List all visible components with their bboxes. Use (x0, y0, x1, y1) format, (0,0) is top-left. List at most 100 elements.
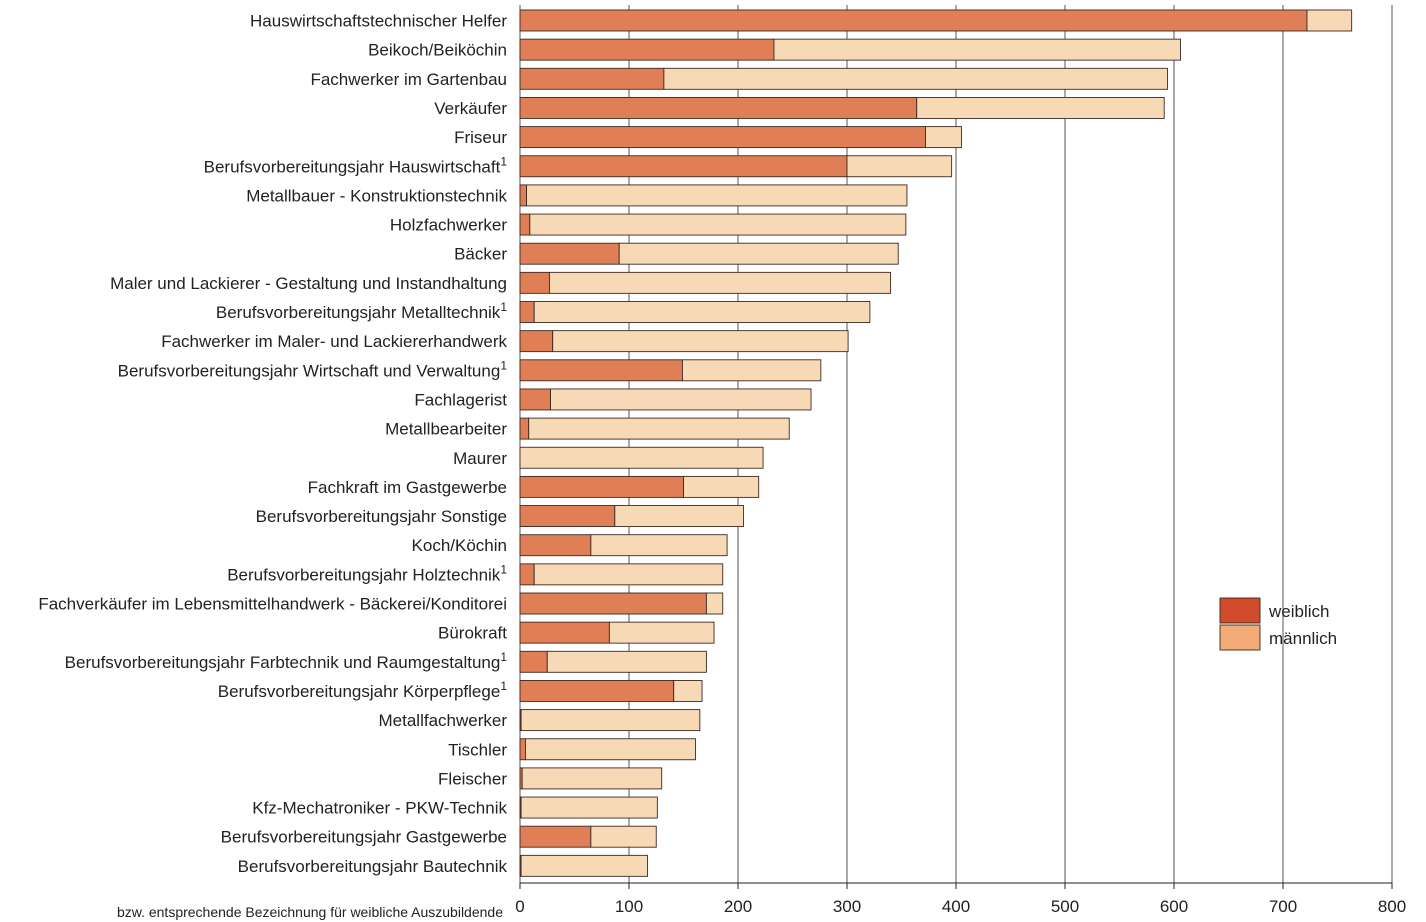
bar-weiblich (519, 738, 526, 761)
category-name: Fachverkäufer im Lebensmittelhandwerk - … (38, 595, 507, 614)
category-label: Fleischer (438, 769, 507, 788)
category-name: Fachwerker im Maler- und Lackiererhandwe… (161, 332, 507, 351)
bar-maennlich (618, 242, 899, 265)
category-name: Fachwerker im Gartenbau (310, 70, 507, 89)
bar-maennlich (533, 563, 724, 586)
category-label: Verkäufer (434, 99, 507, 118)
bar-maennlich (590, 534, 728, 557)
bar-maennlich (681, 359, 822, 382)
category-label: Kfz-Mechatroniker - PKW-Technik (252, 799, 507, 818)
bar-weiblich (519, 330, 554, 353)
footnote-marker: 1 (500, 650, 507, 664)
bar-maennlich (528, 417, 790, 440)
category-label: Metallfachwerker (379, 711, 508, 730)
legend: weiblich männlich (1219, 597, 1337, 651)
bar-maennlich (608, 621, 715, 644)
legend-label: männlich (1269, 629, 1337, 648)
bar-weiblich (519, 563, 535, 586)
category-label: Berufsvorbereitungsjahr Hauswirtschaft1 (204, 154, 508, 176)
bar-weiblich (519, 475, 684, 498)
x-tick-label: 500 (1051, 897, 1079, 916)
bar-weiblich (519, 184, 527, 207)
category-name: Bäcker (454, 245, 507, 264)
category-label: Fachverkäufer im Lebensmittelhandwerk - … (38, 595, 507, 614)
bar-maennlich (925, 126, 962, 149)
bar-weiblich (519, 650, 548, 673)
category-label: Maurer (453, 449, 507, 468)
category-label: Bürokraft (438, 624, 507, 643)
category-label: Koch/Köchin (412, 536, 507, 555)
category-label: Tischler (448, 740, 507, 759)
x-tick-label: 100 (615, 897, 643, 916)
category-labels: Hauswirtschaftstechnischer Helfer Beikoch… (38, 12, 507, 876)
category-label: Berufsvorbereitungsjahr Gastgewerbe (221, 828, 507, 847)
bar-maennlich (548, 271, 892, 294)
gridlines (519, 5, 1393, 883)
category-name: Hauswirtschaftstechnischer Helfer (250, 12, 507, 31)
category-name: Beikoch/Beiköchin (368, 41, 507, 60)
category-label: Fachlagerist (414, 390, 507, 409)
bar-maennlich (590, 825, 657, 848)
category-name: Fachkraft im Gastgewerbe (308, 478, 507, 497)
bar-weiblich (519, 388, 551, 411)
bar-weiblich (519, 96, 918, 119)
bar-maennlich (525, 738, 696, 761)
footnote-marker: 1 (500, 358, 507, 372)
category-name: Tischler (448, 740, 507, 759)
category-label: Berufsvorbereitungsjahr Wirtschaft und V… (118, 358, 508, 380)
bar-maennlich (550, 388, 812, 411)
category-label: Metallbearbeiter (385, 420, 507, 439)
bar-weiblich (519, 592, 707, 615)
category-name: Bürokraft (438, 624, 507, 643)
bar-maennlich (846, 155, 953, 178)
x-tick-label: 300 (833, 897, 861, 916)
bar-weiblich (519, 621, 610, 644)
bar-weiblich (519, 155, 848, 178)
bar-maennlich (520, 796, 658, 819)
bar-weiblich (519, 680, 675, 702)
category-name: Berufsvorbereitungsjahr Metalltechnik (216, 303, 501, 322)
category-name: Metallfachwerker (379, 711, 508, 730)
category-label: Berufsvorbereitungsjahr Holztechnik1 (227, 562, 507, 584)
bar-weiblich (519, 825, 592, 848)
category-label: Metallbauer - Konstruktionstechnik (246, 186, 507, 205)
footnote-marker: 1 (500, 562, 507, 576)
category-name: Berufsvorbereitungsjahr Bautechnik (238, 857, 508, 876)
x-axis: 0 100 200 300 400 500 600 700 800 (515, 882, 1406, 916)
category-name: Berufsvorbereitungsjahr Sonstige (256, 507, 507, 526)
x-tick-label: 800 (1378, 897, 1406, 916)
category-name: Berufsvorbereitungsjahr Holztechnik (227, 565, 501, 584)
footnote-marker: 1 (500, 154, 507, 168)
category-name: Friseur (454, 128, 507, 147)
bar-weiblich (519, 301, 535, 323)
x-tick-label: 600 (1160, 897, 1188, 916)
category-label: Fachwerker im Gartenbau (310, 70, 507, 89)
category-name: Verkäufer (434, 99, 507, 118)
category-label: Beikoch/Beiköchin (368, 41, 507, 60)
x-tick-label: 400 (942, 897, 970, 916)
category-name: Maurer (453, 449, 507, 468)
bar-weiblich (519, 38, 775, 61)
x-tick-label: 200 (724, 897, 752, 916)
bar-maennlich (773, 38, 1181, 61)
bar-maennlich (1306, 9, 1353, 32)
category-label: Friseur (454, 128, 507, 147)
bar-maennlich (673, 680, 703, 702)
bar-maennlich (520, 854, 648, 877)
category-label: Hauswirtschaftstechnischer Helfer (250, 12, 507, 31)
legend-swatch-weiblich (1219, 597, 1261, 624)
category-name: Fleischer (438, 769, 507, 788)
bar-maennlich (683, 475, 760, 498)
bars (519, 9, 1353, 877)
bar-weiblich (519, 505, 616, 527)
bar-weiblich (519, 271, 550, 294)
footnote-marker: 1 (500, 679, 507, 693)
category-name: Metallbauer - Konstruktionstechnik (246, 186, 507, 205)
bar-maennlich (916, 96, 1165, 119)
bar-maennlich (520, 709, 701, 732)
legend-swatch-maennlich (1219, 624, 1261, 651)
bar-maennlich (533, 301, 871, 323)
footnote: bzw. entsprechende Bezeichnung für weibl… (117, 904, 503, 920)
category-name: Fachlagerist (414, 390, 507, 409)
